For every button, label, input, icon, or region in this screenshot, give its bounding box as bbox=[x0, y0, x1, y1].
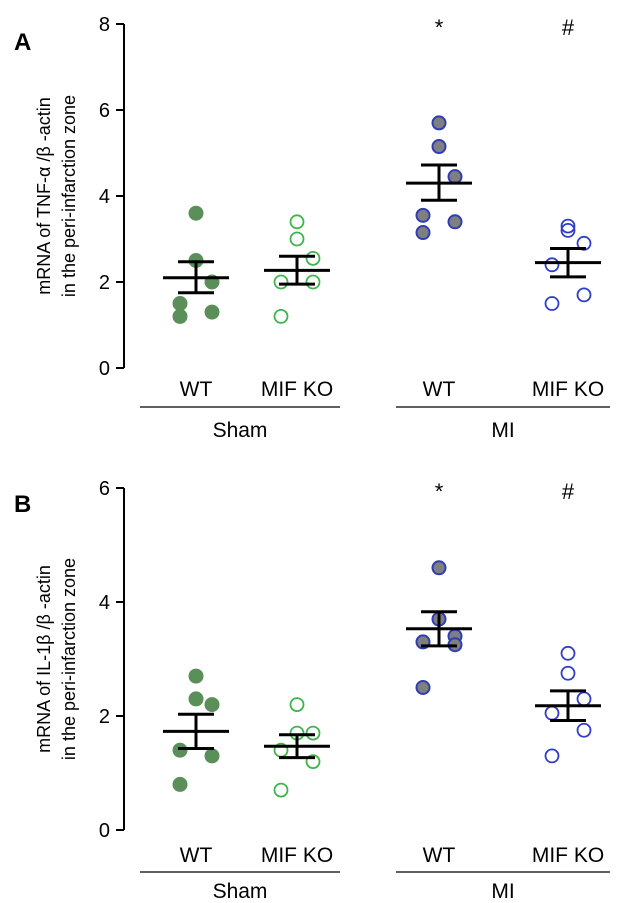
y-axis-label: in the peri-infarction zone bbox=[59, 95, 79, 297]
data-point bbox=[204, 748, 220, 764]
data-point bbox=[305, 725, 321, 741]
y-tick-label: 0 bbox=[99, 820, 110, 842]
data-point bbox=[447, 214, 463, 230]
data-point bbox=[188, 205, 204, 221]
data-point bbox=[576, 287, 592, 303]
data-point bbox=[273, 782, 289, 798]
y-axis-label: mRNA of TNF-α /β -actin bbox=[34, 97, 54, 294]
data-point bbox=[544, 296, 560, 311]
data-point bbox=[289, 697, 305, 712]
data-point bbox=[188, 691, 204, 707]
y-tick-label: 4 bbox=[99, 592, 110, 614]
data-point bbox=[576, 691, 592, 707]
y-tick-label: 8 bbox=[99, 14, 110, 36]
category-label: MIF KO bbox=[532, 378, 604, 401]
data-point bbox=[415, 225, 431, 241]
data-point bbox=[431, 115, 447, 131]
data-point bbox=[204, 304, 220, 320]
data-point bbox=[305, 250, 321, 266]
data-point bbox=[188, 668, 204, 684]
category-label: WT bbox=[180, 378, 213, 401]
panel-b: B 0 2 4 6 mRNA of IL-1β /β -actin in the peri-… bbox=[14, 478, 610, 903]
y-tick-label: 4 bbox=[99, 186, 110, 208]
y-tick-label: 6 bbox=[99, 100, 110, 122]
y-tick-label: 2 bbox=[99, 706, 110, 728]
data-point bbox=[204, 697, 220, 713]
data-point bbox=[431, 139, 447, 155]
panel-letter: A bbox=[14, 29, 31, 56]
data-point bbox=[447, 169, 463, 185]
data-point bbox=[544, 748, 560, 764]
category-label: MIF KO bbox=[261, 844, 333, 867]
data-point bbox=[305, 274, 321, 290]
y-axis-label: mRNA of IL-1β /β -actin bbox=[34, 565, 54, 753]
y-tick-label: 6 bbox=[99, 478, 110, 500]
data-point bbox=[273, 308, 289, 324]
data-point bbox=[289, 231, 305, 247]
data-point bbox=[431, 560, 447, 576]
group-label: MI bbox=[491, 880, 514, 903]
data-point bbox=[560, 665, 576, 681]
data-point bbox=[273, 274, 289, 290]
data-point bbox=[415, 207, 431, 223]
y-tick-label: 0 bbox=[99, 358, 110, 380]
data-point bbox=[544, 257, 560, 273]
data-point bbox=[415, 680, 431, 695]
panel-a: A 0 2 4 6 8 mRNA of TNF-α /β -actin in the peri… bbox=[14, 14, 610, 442]
category-label: WT bbox=[180, 844, 213, 867]
group-label: Sham bbox=[213, 419, 268, 442]
significance-marker: # bbox=[562, 15, 575, 40]
data-point bbox=[172, 742, 188, 758]
group-label: MI bbox=[491, 419, 514, 442]
category-label: MIF KO bbox=[261, 378, 333, 401]
data-point bbox=[289, 214, 305, 230]
data-point bbox=[305, 754, 321, 769]
data-point bbox=[172, 296, 188, 311]
data-point bbox=[560, 222, 576, 238]
group-label: Sham bbox=[213, 880, 268, 903]
category-label: WT bbox=[423, 844, 456, 867]
data-point bbox=[576, 722, 592, 738]
panel-letter: B bbox=[14, 491, 31, 518]
data-point bbox=[560, 645, 576, 661]
y-tick-label: 2 bbox=[99, 272, 110, 294]
data-point bbox=[560, 218, 576, 234]
data-point bbox=[172, 776, 188, 792]
data-point bbox=[544, 705, 560, 721]
category-label: WT bbox=[423, 378, 456, 401]
y-axis-label: in the peri-infarction zone bbox=[59, 558, 79, 760]
data-point bbox=[172, 308, 188, 324]
significance-marker: * bbox=[435, 15, 444, 40]
significance-marker: * bbox=[435, 479, 444, 504]
category-label: MIF KO bbox=[532, 844, 604, 867]
significance-marker: # bbox=[562, 479, 575, 504]
